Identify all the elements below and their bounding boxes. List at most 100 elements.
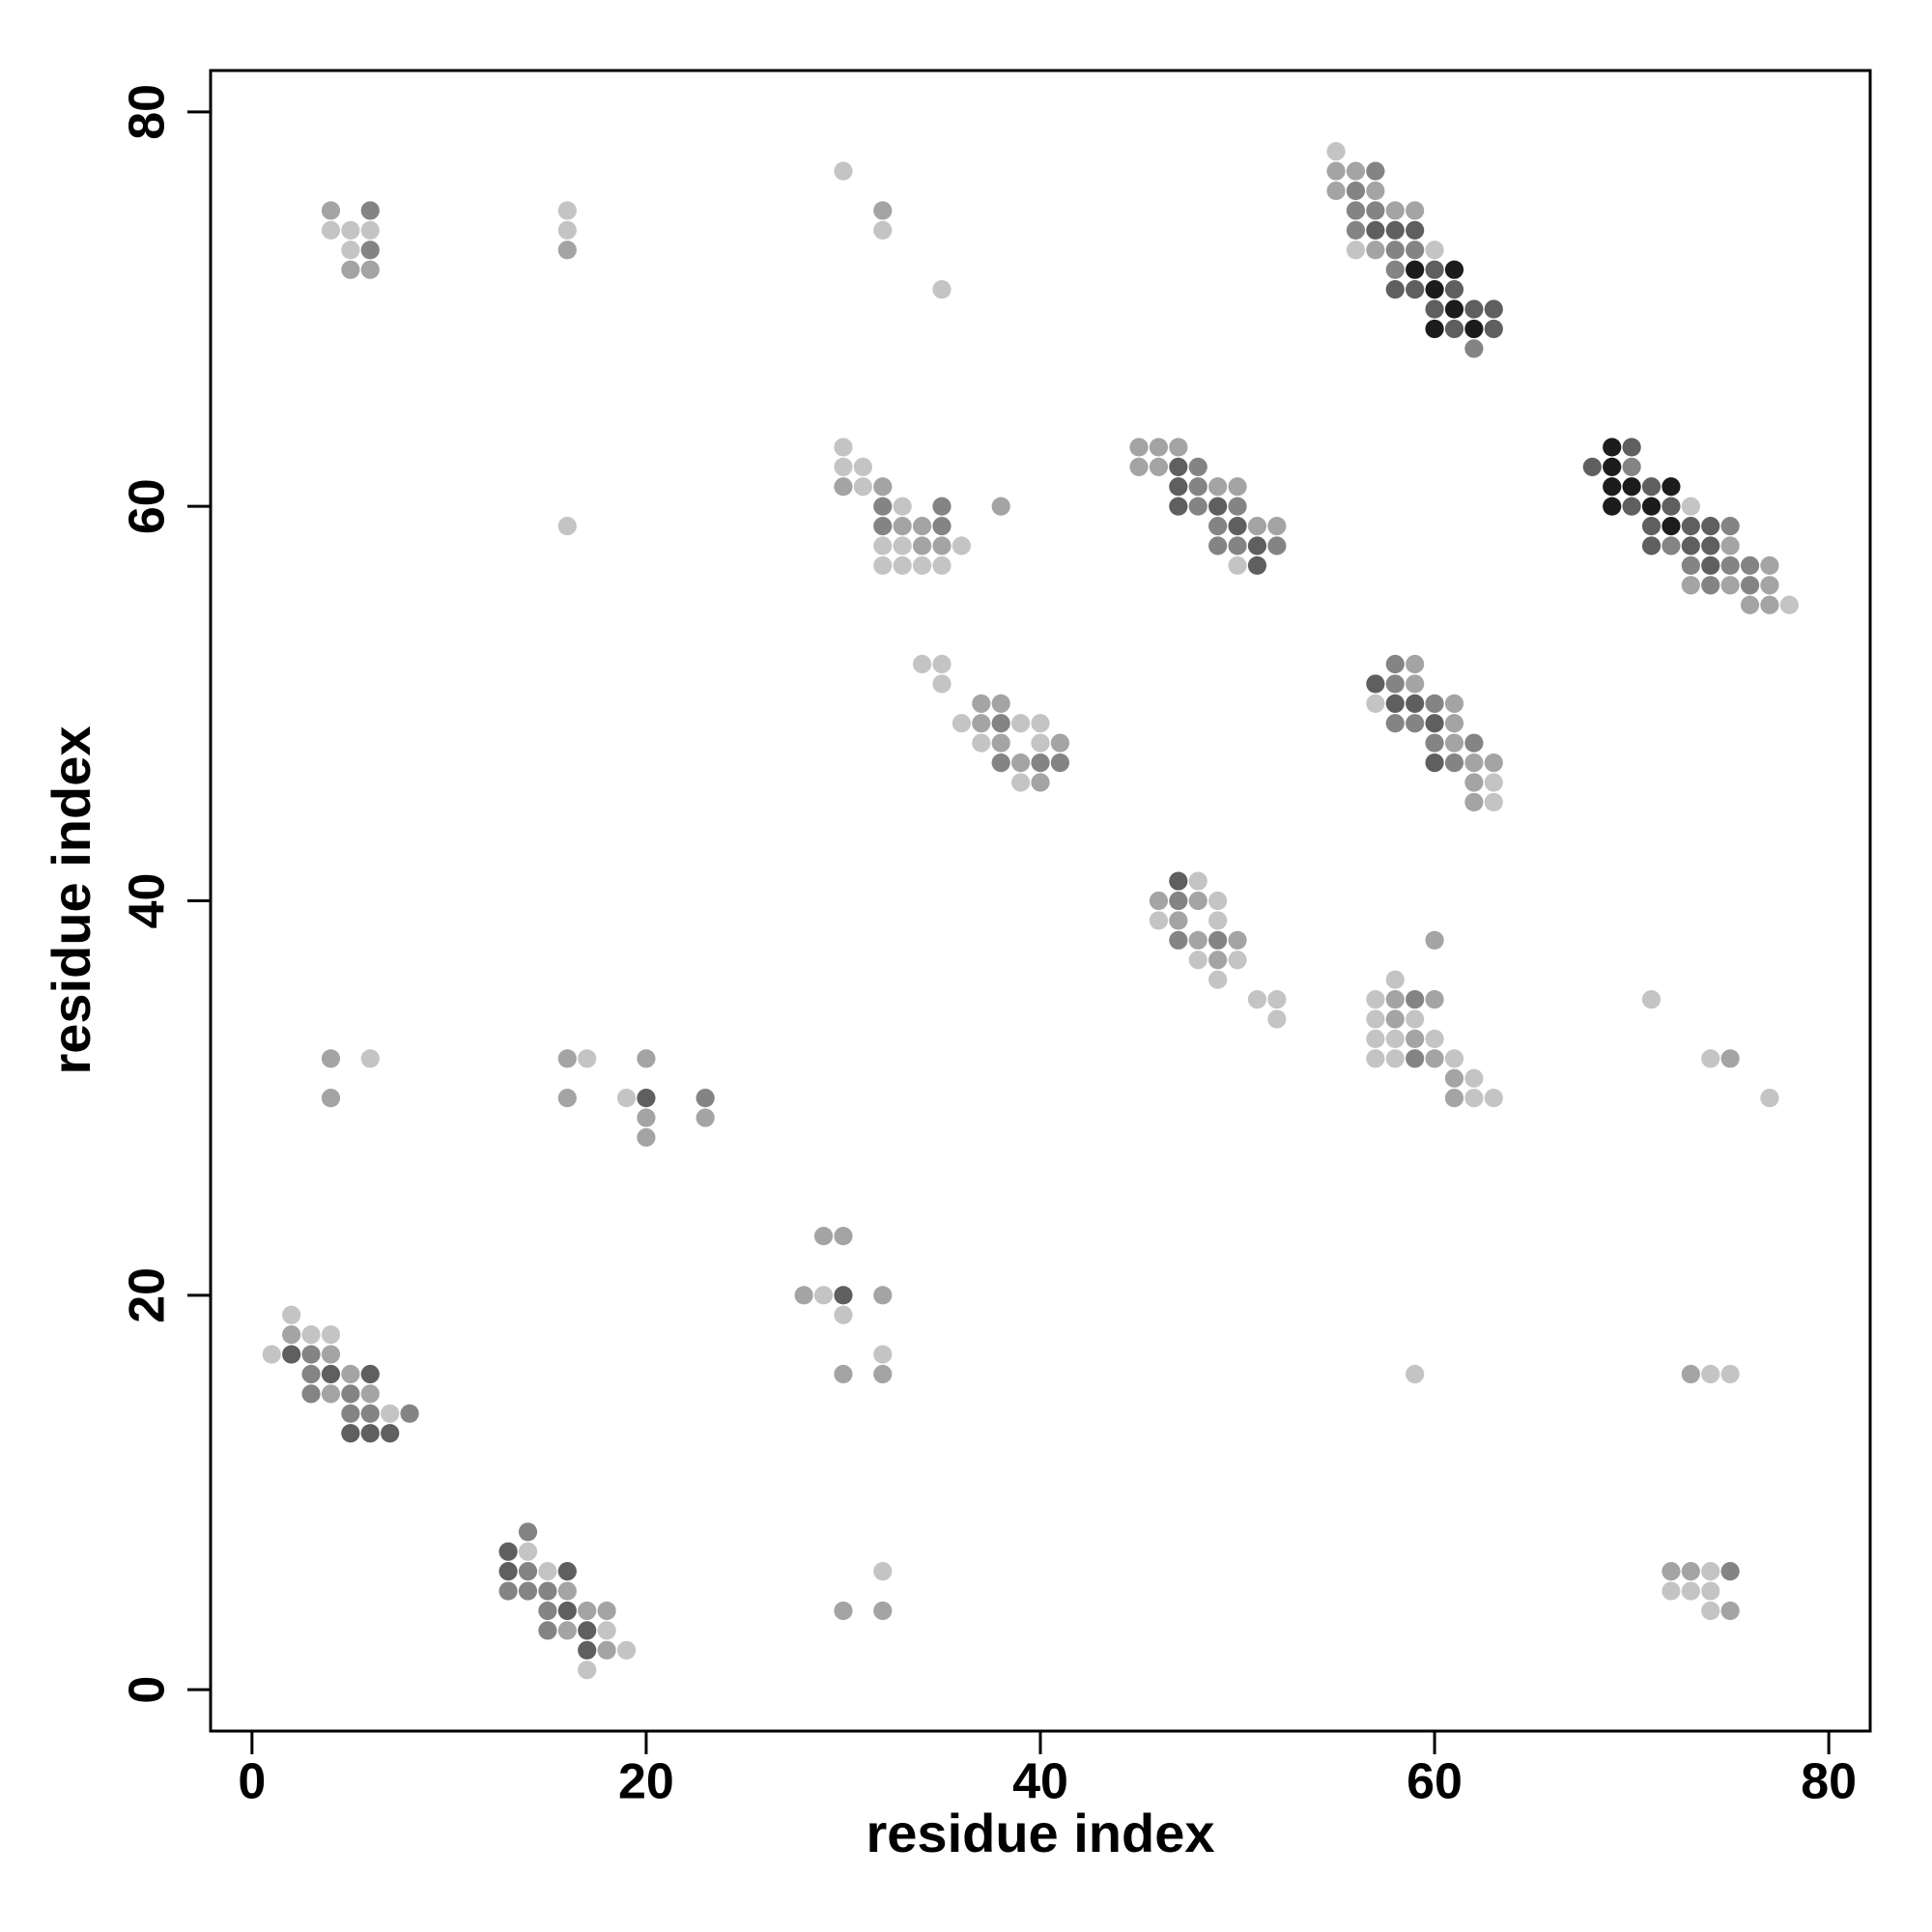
contact-point	[1582, 457, 1602, 476]
contact-point	[1267, 517, 1287, 536]
contact-point	[341, 241, 360, 260]
contact-point	[1346, 201, 1366, 220]
contact-point	[991, 694, 1010, 713]
contact-point	[1149, 457, 1169, 476]
contact-point	[873, 536, 893, 555]
contact-point	[360, 1049, 380, 1068]
contact-point	[873, 1345, 893, 1364]
contact-point	[321, 1364, 341, 1384]
x-axis-label: residue index	[866, 1803, 1214, 1863]
contact-point	[1603, 497, 1622, 516]
contact-point	[1326, 181, 1346, 201]
x-tick-label: 60	[1406, 1754, 1463, 1810]
contact-point	[1681, 1364, 1700, 1384]
contact-point	[696, 1108, 715, 1127]
contact-point	[1188, 930, 1208, 950]
contact-point	[1662, 517, 1681, 536]
contact-point	[1366, 181, 1385, 201]
contact-point	[1681, 517, 1700, 536]
contact-point	[1267, 536, 1287, 555]
contact-point	[1701, 1049, 1720, 1068]
contact-point	[1385, 714, 1405, 733]
contact-point	[538, 1581, 557, 1601]
contact-point	[1247, 517, 1267, 536]
contact-point	[1425, 694, 1444, 713]
contact-point	[1464, 339, 1484, 358]
contact-point	[873, 477, 893, 497]
contact-point	[834, 1226, 853, 1246]
contact-point	[1740, 576, 1760, 595]
contact-point	[1662, 1581, 1681, 1601]
contact-point	[873, 555, 893, 576]
contact-point	[1169, 911, 1188, 930]
contact-point	[1406, 694, 1425, 713]
contact-point	[1385, 241, 1405, 260]
contact-point	[1228, 930, 1247, 950]
contact-point	[538, 1621, 557, 1640]
contact-point	[518, 1522, 538, 1542]
contact-point	[1720, 576, 1740, 595]
contact-point	[341, 220, 360, 240]
contact-point	[1622, 438, 1641, 457]
contact-point	[1366, 161, 1385, 181]
contact-point	[1208, 517, 1228, 536]
contact-point	[1208, 970, 1228, 989]
contact-point	[991, 497, 1010, 516]
contact-point	[1366, 1029, 1385, 1049]
contact-point	[1406, 280, 1425, 299]
contact-point	[972, 733, 991, 753]
contact-point	[1050, 733, 1070, 753]
contact-point	[557, 517, 577, 536]
contact-point	[1622, 477, 1641, 497]
contact-point	[893, 517, 912, 536]
x-tick-label: 40	[1012, 1754, 1068, 1810]
contact-point	[282, 1325, 301, 1345]
contact-point	[1425, 930, 1444, 950]
contact-point	[1484, 753, 1503, 773]
contact-point	[1010, 753, 1031, 773]
contact-point	[1406, 1049, 1425, 1068]
contact-point	[321, 1325, 341, 1345]
contact-point	[912, 517, 932, 536]
contact-point	[1622, 497, 1641, 516]
contact-point	[1169, 497, 1188, 516]
contact-point	[1760, 1089, 1779, 1108]
contact-point	[301, 1384, 321, 1404]
contact-point	[1760, 595, 1779, 614]
contact-point	[578, 1621, 597, 1640]
contact-point	[557, 1581, 577, 1601]
contact-point	[1444, 714, 1464, 733]
contact-point	[538, 1601, 557, 1621]
contact-point	[321, 1345, 341, 1364]
contact-point	[557, 1049, 577, 1068]
x-tick-label: 20	[618, 1754, 674, 1810]
contact-point	[1444, 694, 1464, 713]
x-tick-label: 0	[238, 1754, 266, 1810]
contact-point	[578, 1661, 597, 1680]
contact-point	[498, 1562, 518, 1581]
contact-point	[834, 457, 853, 476]
contact-point	[1385, 1049, 1405, 1068]
contact-point	[1425, 260, 1444, 279]
contact-point	[1385, 970, 1405, 989]
contact-point	[1169, 477, 1188, 497]
contact-point	[518, 1581, 538, 1601]
contact-point	[1603, 457, 1622, 476]
contact-point	[1031, 714, 1050, 733]
contact-point	[1425, 733, 1444, 753]
contact-point	[1366, 1009, 1385, 1029]
contact-point	[1385, 201, 1405, 220]
contact-point	[1188, 951, 1208, 970]
y-tick-label: 60	[120, 478, 176, 534]
contact-point	[1031, 753, 1050, 773]
contact-point	[518, 1562, 538, 1581]
contact-point	[1406, 1364, 1425, 1384]
contact-point	[1779, 595, 1799, 614]
contact-point	[1208, 477, 1228, 497]
contact-point	[991, 714, 1010, 733]
contact-point	[1425, 241, 1444, 260]
contact-point	[637, 1049, 656, 1068]
contact-point	[813, 1286, 834, 1305]
contact-point	[597, 1601, 616, 1621]
contact-point	[1385, 260, 1405, 279]
